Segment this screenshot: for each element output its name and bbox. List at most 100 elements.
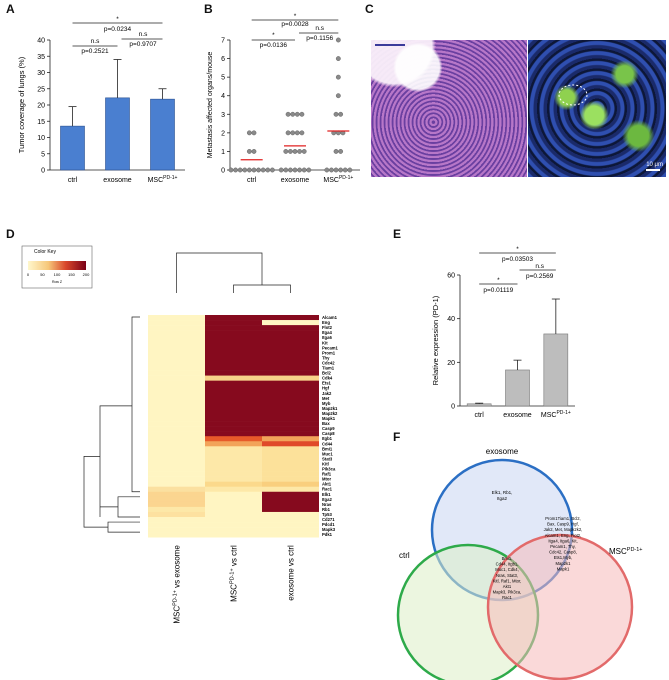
heatmap-cell [262, 416, 319, 422]
gene-label: Bax [322, 421, 330, 426]
heatmap-cell [148, 481, 205, 487]
category-label: exosome [281, 177, 310, 184]
venn-genes-exosome-msc: Bax, Casp9, Hgf, [547, 522, 579, 527]
heatmap-cell [205, 431, 262, 437]
venn-genes-exosome-msc: Map2k1 [556, 561, 572, 566]
heatmap-cell [262, 335, 319, 341]
data-point [297, 167, 303, 173]
venn-genes-exosome: Elk1, Rb1, [492, 490, 513, 495]
y-tick-label: 7 [221, 38, 225, 45]
heatmap-cell [205, 471, 262, 477]
heatmap-cell [262, 532, 319, 538]
data-point [335, 74, 341, 80]
p-value: p=0.9707 [129, 41, 157, 48]
scale-bar-fluor [646, 169, 660, 171]
gene-label: Thy [322, 355, 330, 360]
gene-label: Tiam1 [322, 366, 335, 371]
gene-label: Rac1 [322, 487, 333, 492]
y-axis-label: Relative expression (PD-1) [431, 295, 440, 385]
data-point [294, 111, 300, 117]
y-tick-label: 3 [221, 112, 225, 119]
y-tick-label: 0 [451, 404, 455, 411]
heatmap-cell [148, 491, 205, 498]
heatmap-cell [262, 517, 319, 523]
data-point [233, 167, 238, 173]
data-point [246, 130, 252, 136]
data-point [324, 167, 330, 173]
venn-diagram: exosome ctrl MSCPD-1+ Elk1, Rb1,Itga2 Prom1T… [396, 447, 643, 680]
gene-label: Itgb1 [322, 436, 333, 441]
gene-label: Met [322, 396, 330, 401]
gene-label: Cdc42 [322, 360, 335, 365]
heatmap-cell [262, 511, 319, 518]
gene-label: Pecam1 [322, 345, 339, 350]
heatmap-cell [205, 365, 262, 371]
data-point [246, 167, 252, 173]
heatmap-cell [262, 486, 319, 493]
heatmap-cell [262, 451, 319, 457]
data-point [335, 37, 341, 43]
bar [505, 369, 530, 407]
heatmap-cell [205, 461, 262, 467]
venn-genes-exosome-msc: Pecam1, Thy, [550, 544, 575, 549]
heatmap-cell [262, 476, 319, 482]
col-dendrogram [233, 284, 291, 293]
color-key-tick: 150 [68, 272, 75, 277]
panel-label-f: F [393, 430, 401, 444]
data-point [283, 167, 289, 173]
heatmap-cell [148, 501, 205, 508]
y-tick-label: 2 [221, 130, 225, 137]
color-key-tick: 50 [40, 272, 45, 277]
data-point [338, 167, 344, 173]
heatmap-cell [205, 375, 262, 381]
heatmap-cell [148, 486, 205, 493]
data-point [237, 167, 243, 173]
venn-genes-exosome-msc: Mapk1 [557, 566, 570, 571]
heatmap-cell [148, 426, 205, 432]
heatmap-cell [262, 436, 319, 442]
heatmap-cell [148, 476, 205, 482]
bar [150, 98, 175, 171]
data-point [297, 149, 303, 154]
heatmap-cell [205, 451, 262, 457]
p-value: p=0.2569 [526, 273, 554, 280]
color-key-tick: 200 [83, 272, 90, 277]
heatmap-cell [205, 456, 262, 462]
column-label: MSCPD-1+ vs exosome [173, 545, 182, 624]
data-point [285, 111, 291, 117]
heatmap-cell [262, 385, 319, 392]
gene-label: Cd271 [322, 517, 335, 522]
data-point [251, 149, 257, 154]
data-point [338, 111, 344, 117]
heatmap-cell [262, 405, 319, 412]
heatmap-cell [262, 410, 319, 417]
row-dendrogram [83, 316, 140, 533]
heatmap-cell [262, 340, 319, 346]
data-point [288, 167, 293, 173]
heatmap-cell [148, 506, 205, 513]
color-key-xlabel: Row Z [52, 280, 63, 284]
heatmap-cell [205, 476, 262, 482]
heatmap-cell [148, 355, 205, 361]
heatmap-cell [148, 471, 205, 477]
data-point [290, 111, 296, 117]
heatmap-cell [205, 532, 262, 538]
heatmap-cell [148, 410, 205, 417]
gene-label: Prom1 [322, 350, 336, 355]
heatmap-cell [262, 461, 319, 467]
heatmap-cell [205, 491, 262, 498]
gene-label: Mtor [322, 477, 331, 482]
heatmap-cell [262, 350, 319, 356]
heatmap-cell [148, 400, 205, 407]
data-point [299, 111, 305, 117]
data-point [292, 149, 298, 154]
gene-label: Nras [322, 502, 332, 507]
heatmap-cell [148, 330, 205, 336]
color-key-tick: 100 [54, 272, 61, 277]
heatmap-cell [148, 532, 205, 538]
gene-label: Jak2 [322, 391, 332, 396]
heatmap-cell [205, 320, 262, 326]
chart-metastasis-organs: 0 1 2 3 4 5 6 7 Metastasis affected organs/mouse… [207, 13, 360, 184]
gene-label: Akt1 [322, 482, 332, 487]
heatmap-cell [205, 360, 262, 366]
